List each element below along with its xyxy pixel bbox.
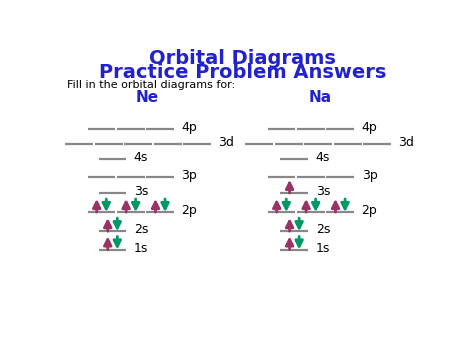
Text: 3d: 3d <box>398 136 414 149</box>
Text: 3p: 3p <box>362 169 377 182</box>
Text: Na: Na <box>309 91 332 105</box>
Text: Practice Problem Answers: Practice Problem Answers <box>99 63 387 82</box>
Text: Fill in the orbital diagrams for:: Fill in the orbital diagrams for: <box>66 80 235 90</box>
Text: 4p: 4p <box>182 121 197 134</box>
Text: 4p: 4p <box>362 121 377 134</box>
Text: Ne: Ne <box>136 91 159 105</box>
Text: 3s: 3s <box>316 185 330 198</box>
Text: 2p: 2p <box>182 204 197 217</box>
Text: 3d: 3d <box>219 136 234 149</box>
Text: Orbital Diagrams: Orbital Diagrams <box>149 49 337 69</box>
Text: 1s: 1s <box>316 242 330 255</box>
Text: 1s: 1s <box>134 242 148 255</box>
Text: 2p: 2p <box>362 204 377 217</box>
Text: 4s: 4s <box>134 152 148 164</box>
Text: 3p: 3p <box>182 169 197 182</box>
Text: 3s: 3s <box>134 185 148 198</box>
Text: 4s: 4s <box>316 152 330 164</box>
Text: 2s: 2s <box>316 223 330 236</box>
Text: 2s: 2s <box>134 223 148 236</box>
